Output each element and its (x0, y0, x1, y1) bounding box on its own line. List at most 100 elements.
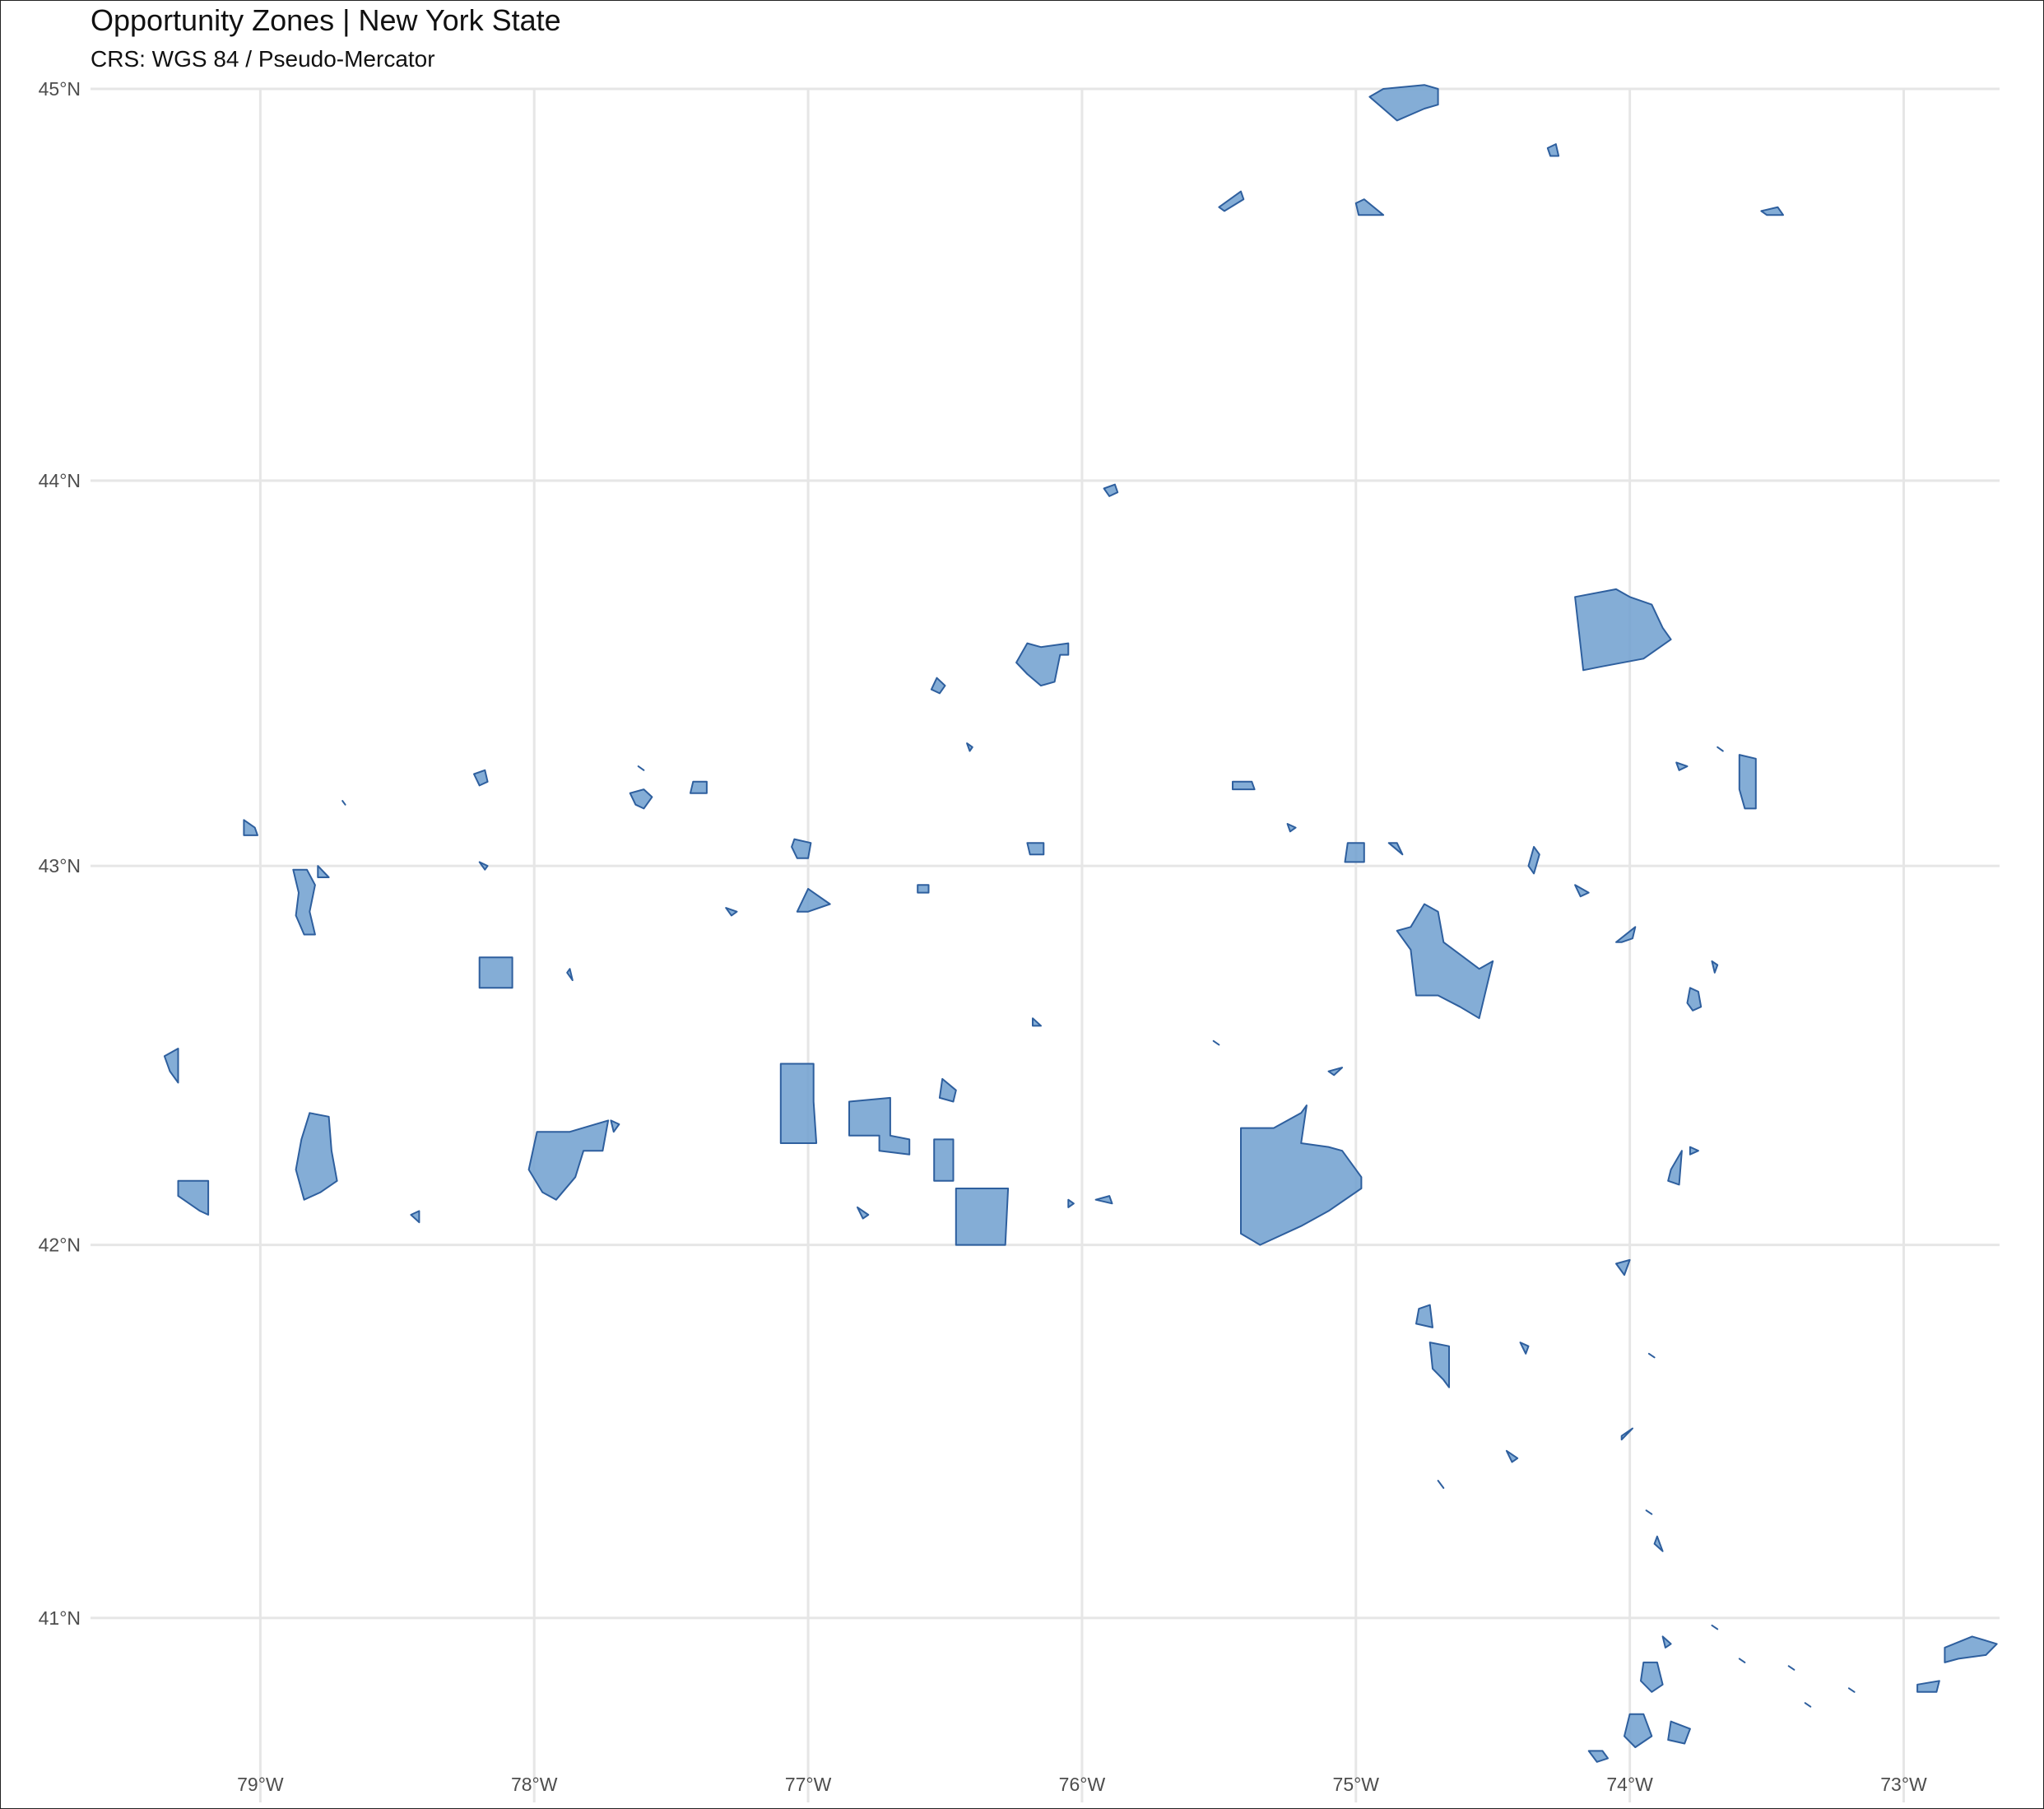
opportunity-zone-middletown[interactable] (1505, 1449, 1519, 1463)
opportunity-zone-auburn[interactable] (917, 884, 930, 894)
lat-tick-label: 41°N (39, 1607, 81, 1629)
opportunity-zone-oswego-west[interactable] (930, 677, 946, 695)
opportunity-zone-nyc-cluster-a[interactable] (1640, 1661, 1664, 1693)
opportunity-zone-port-jervis[interactable] (1437, 1480, 1445, 1489)
opportunity-zone-long-island-mid[interactable] (1787, 1665, 1795, 1671)
opportunity-zone-nyc-cluster-c[interactable] (1667, 1720, 1691, 1745)
opportunity-zone-little-falls[interactable] (1387, 842, 1404, 856)
opportunity-zone-rochester-cluster[interactable] (629, 788, 653, 810)
lat-tick-label: 43°N (39, 855, 81, 877)
opportunity-zone-batavia[interactable] (478, 861, 489, 871)
opportunity-zone-schoharie-large[interactable] (1396, 903, 1494, 1020)
map-title: Opportunity Zones | New York State (91, 3, 561, 37)
opportunity-zone-saratoga-east[interactable] (1738, 754, 1757, 810)
opportunity-zone-gloversville[interactable] (1527, 845, 1540, 875)
opportunity-zone-wolcott[interactable] (966, 742, 973, 752)
opportunity-zone-north-country-large[interactable] (1368, 84, 1439, 122)
opportunity-zone-plattsburgh[interactable] (1760, 206, 1784, 216)
opportunity-zone-genesee-point[interactable] (566, 968, 574, 981)
opportunity-zone-utica-point[interactable] (1286, 823, 1297, 833)
opportunity-zone-norwich[interactable] (1327, 1067, 1344, 1077)
opportunity-zone-brockport[interactable] (690, 780, 708, 794)
opportunity-zone-hornell[interactable] (779, 1063, 818, 1144)
opportunity-zone-buffalo-cluster[interactable] (292, 868, 316, 936)
opportunity-zone-medina[interactable] (473, 769, 489, 787)
lon-tick-label: 73°W (1880, 1774, 1927, 1795)
opportunity-zone-olean-point[interactable] (410, 1210, 420, 1224)
opportunity-zone-lockport-point[interactable] (341, 800, 346, 806)
opportunity-zone-niagara-falls[interactable] (243, 819, 258, 836)
opportunity-zone-adirondack-large[interactable] (1574, 588, 1672, 672)
opportunity-zone-kingston[interactable] (1519, 1342, 1530, 1355)
opportunity-zone-rochester-north[interactable] (637, 765, 645, 771)
lon-tick-label: 78°W (511, 1774, 558, 1795)
opportunity-zone-horseheads[interactable] (955, 1188, 1010, 1246)
lat-tick-label: 42°N (39, 1235, 81, 1256)
opportunity-zone-delhi[interactable] (1415, 1304, 1433, 1328)
opportunity-zone-herkimer[interactable] (1344, 842, 1365, 863)
opportunity-zone-massena-east[interactable] (1546, 143, 1560, 157)
opportunity-zone-hudson-point[interactable] (1689, 1146, 1699, 1156)
opportunity-zone-long-island-south[interactable] (1804, 1702, 1812, 1708)
opportunity-zone-corning-point[interactable] (857, 1206, 870, 1220)
opportunity-zone-catskill-large[interactable] (1240, 1104, 1363, 1246)
opportunity-zone-batavia-point[interactable] (725, 907, 738, 917)
opportunity-zone-oswego-east[interactable] (1015, 642, 1070, 687)
opportunity-zone-syracuse-north[interactable] (1026, 842, 1045, 856)
opportunity-zone-elmira[interactable] (933, 1138, 955, 1182)
opportunity-zone-canandaigua[interactable] (796, 887, 831, 913)
opportunity-zone-glens-falls[interactable] (1675, 761, 1689, 771)
lon-tick-label: 75°W (1333, 1774, 1380, 1795)
lat-tick-label: 45°N (39, 78, 81, 100)
opportunity-zone-wellsville-east[interactable] (610, 1119, 620, 1133)
opportunity-zone-albany[interactable] (1686, 987, 1703, 1011)
opportunity-zone-syracuse-south[interactable] (1032, 1017, 1042, 1027)
opportunity-zone-hudson[interactable] (1667, 1150, 1683, 1186)
opportunity-zone-peekskill[interactable] (1645, 1509, 1653, 1515)
opportunity-zone-troy[interactable] (1711, 960, 1719, 974)
opportunity-zone-buffalo-east[interactable] (317, 865, 330, 878)
opportunity-zone-amsterdam[interactable] (1574, 884, 1590, 898)
opportunity-zone-ossining[interactable] (1653, 1535, 1664, 1552)
opportunity-zone-dunkirk[interactable] (163, 1048, 179, 1084)
opportunity-zone-rome-north[interactable] (1232, 780, 1256, 791)
opportunity-zone-ithaca[interactable] (938, 1077, 957, 1103)
opportunity-zone-westchester-point[interactable] (1711, 1624, 1719, 1630)
opportunity-zone-long-island-west[interactable] (1738, 1658, 1746, 1663)
opportunity-zone-newburgh-north[interactable] (1647, 1352, 1656, 1359)
opportunity-zone-yonkers[interactable] (1661, 1635, 1672, 1649)
opportunity-zone-tug-hill-point[interactable] (1103, 483, 1119, 497)
lon-tick-label: 79°W (237, 1774, 284, 1795)
axis-labels: 45°N 44°N 43°N 42°N 41°N 79°W 78°W 77°W 76°W 75°W… (39, 78, 1927, 1795)
opportunity-zone-geneva[interactable] (791, 838, 812, 859)
lon-tick-label: 74°W (1606, 1774, 1653, 1795)
opportunity-zone-eastern-long-island[interactable] (1944, 1635, 1998, 1663)
opportunity-zone-ogdensburg[interactable] (1218, 190, 1245, 212)
graticule (91, 87, 2000, 1802)
opportunity-zone-potsdam[interactable] (1354, 198, 1385, 216)
lat-tick-label: 44°N (39, 470, 81, 491)
opportunity-zone-saratoga-point[interactable] (1716, 746, 1724, 752)
opportunity-zone-bath[interactable] (848, 1096, 911, 1156)
opportunity-zone-nyc-cluster-b[interactable] (1624, 1713, 1653, 1748)
opportunity-zone-owego[interactable] (1067, 1198, 1075, 1208)
lon-tick-label: 77°W (785, 1774, 832, 1795)
opportunity-zone-ellenville[interactable] (1615, 1258, 1631, 1277)
opportunity-zone-walton[interactable] (1428, 1342, 1450, 1388)
opportunity-zone-wellsville[interactable] (527, 1119, 610, 1201)
opportunity-zone-poughkeepsie[interactable] (1620, 1427, 1633, 1441)
opportunity-zone-binghamton-west[interactable] (1094, 1195, 1113, 1205)
map-subtitle: CRS: WGS 84 / Pseudo-Mercator (91, 46, 435, 72)
opportunity-zone-staten-island[interactable] (1587, 1750, 1609, 1763)
lon-tick-label: 76°W (1059, 1774, 1106, 1795)
opportunity-zone-cortland-point[interactable] (1212, 1039, 1220, 1046)
opportunity-zones-layer[interactable] (163, 84, 1998, 1763)
opportunity-zone-riverhead[interactable] (1916, 1680, 1940, 1693)
opportunity-zone-long-island-east-point[interactable] (1847, 1687, 1856, 1693)
opportunity-zone-schenectady[interactable] (1615, 926, 1637, 943)
opportunity-zone-salamanca[interactable] (295, 1112, 338, 1201)
opportunity-zone-warsaw-square[interactable] (478, 956, 513, 989)
opportunity-zone-jamestown[interactable] (177, 1179, 210, 1216)
